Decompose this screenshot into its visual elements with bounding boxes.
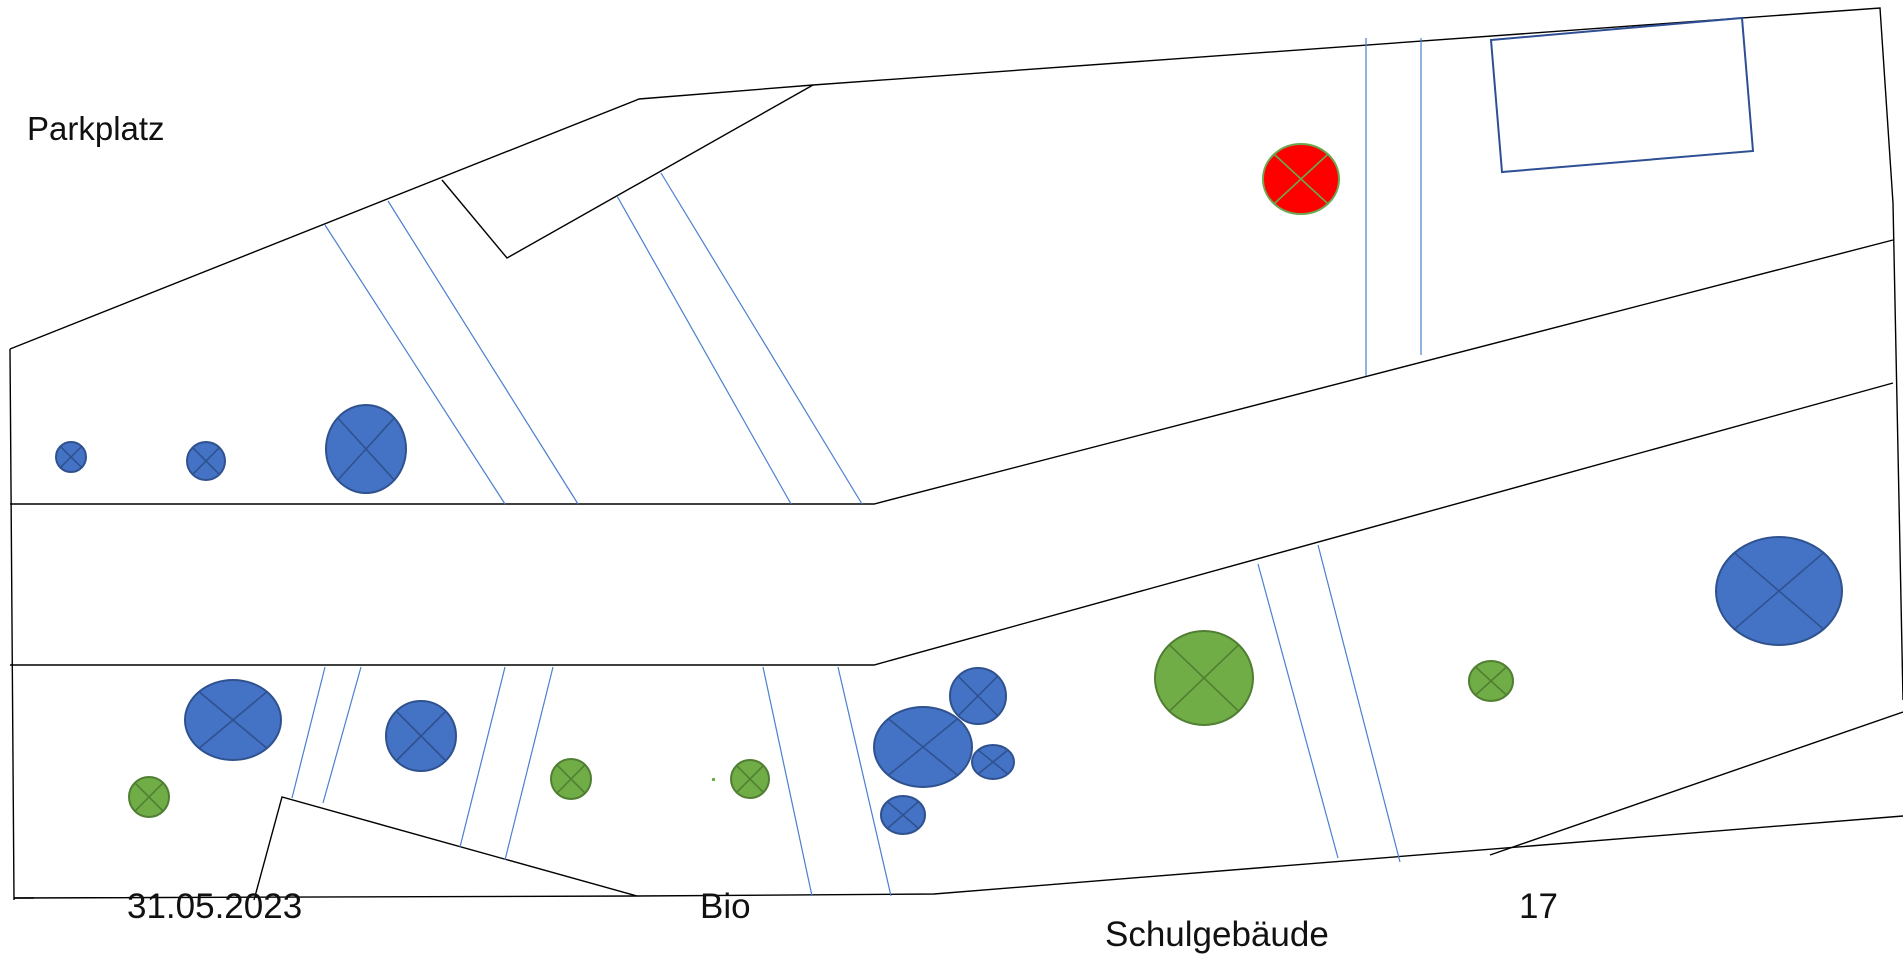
green-tree-icon xyxy=(128,776,170,818)
upper-area-boundary xyxy=(9,7,1894,350)
blue-tree-icon xyxy=(385,700,457,772)
green-tree-icon xyxy=(1154,630,1254,726)
blue-tree-icon xyxy=(55,441,87,473)
path-line xyxy=(322,666,362,804)
path-line xyxy=(762,666,813,897)
green-tree-icon xyxy=(730,759,770,799)
trees xyxy=(55,143,1843,835)
footpaths xyxy=(291,38,1422,897)
blue-tree-icon xyxy=(880,795,926,835)
green-tree-icon xyxy=(550,758,592,800)
path-line xyxy=(660,172,863,505)
left-boundary xyxy=(9,348,15,901)
blue-tree-icon xyxy=(184,679,282,761)
right-boundary xyxy=(1892,202,1903,701)
path-line xyxy=(291,666,326,799)
school-building-label: Schulgebäude xyxy=(1105,915,1329,954)
blue-tree-icon xyxy=(971,744,1015,780)
date-label: 31.05.2023 xyxy=(127,887,302,926)
path-line xyxy=(504,666,554,861)
path-line xyxy=(459,666,506,848)
blue-tree-icon xyxy=(873,706,973,788)
path-line xyxy=(387,200,579,505)
path-line xyxy=(1257,563,1339,859)
blue-tree-icon xyxy=(186,441,226,481)
red-tree-icon xyxy=(1262,143,1340,215)
green-tree-icon xyxy=(1468,660,1514,702)
bottom-boundary xyxy=(13,815,1903,899)
blue-tree-icon xyxy=(325,404,407,494)
path-line xyxy=(616,195,792,505)
bottom-right-diagonal xyxy=(1489,711,1903,856)
triangle-bed xyxy=(253,796,638,901)
path-line xyxy=(324,224,506,505)
lower-path-edge xyxy=(10,382,1894,666)
area-outlines xyxy=(9,7,1903,901)
page-number-label: 17 xyxy=(1519,887,1558,926)
parking-label: Parkplatz xyxy=(27,110,165,147)
path-line xyxy=(1317,544,1401,863)
blue-tree-icon xyxy=(949,667,1007,725)
blue-tree-icon xyxy=(1715,536,1843,646)
marker-dot xyxy=(712,778,715,781)
upper-path-edge xyxy=(10,239,1894,505)
rectangular-field xyxy=(1489,16,1755,174)
subject-label: Bio xyxy=(700,887,751,926)
path-line xyxy=(837,666,892,897)
notch-line xyxy=(441,84,814,259)
